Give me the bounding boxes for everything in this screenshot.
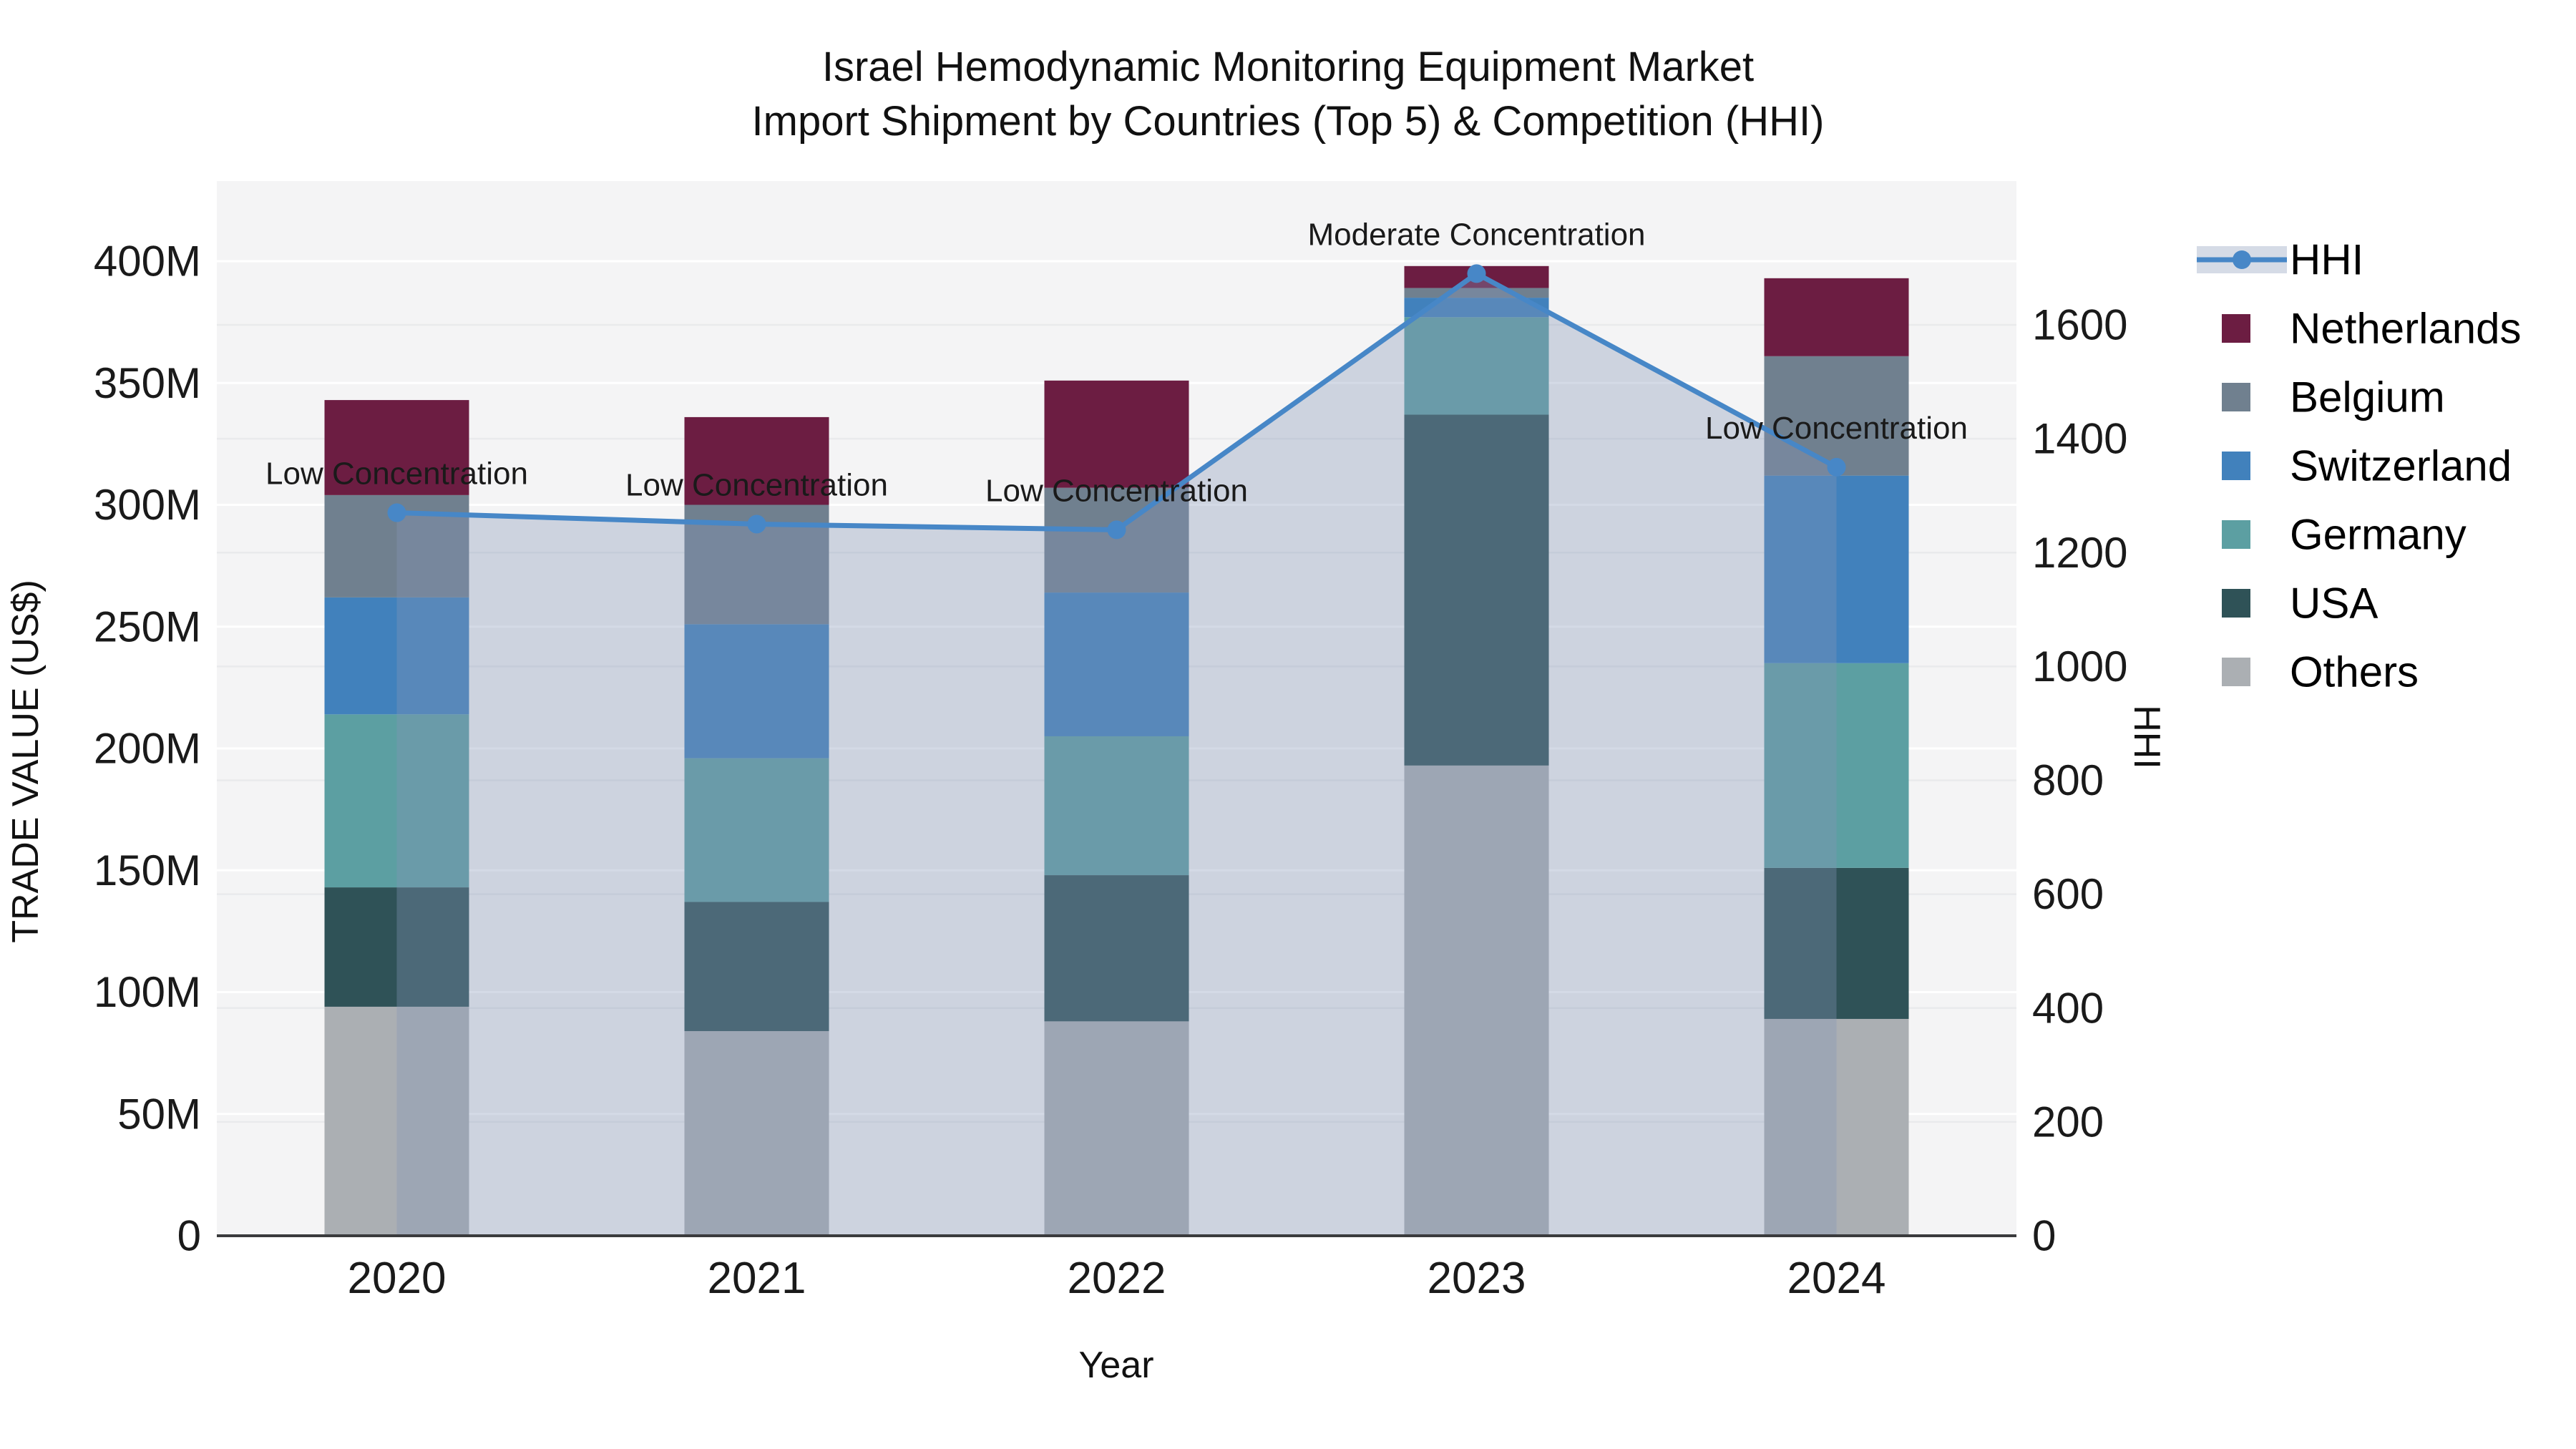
- bar-segment-switzerland: [324, 597, 469, 715]
- right-tick-label: 800: [2032, 756, 2104, 804]
- right-tick-label: 1000: [2032, 643, 2127, 691]
- hhi-marker: [1827, 457, 1846, 477]
- bar-segment-germany: [1404, 317, 1549, 415]
- chart-title: Israel Hemodynamic Monitoring Equipment …: [0, 40, 2576, 149]
- right-tick-label: 200: [2032, 1098, 2104, 1146]
- hhi-area-fill: [396, 273, 1837, 1236]
- bar-segment-belgium: [1044, 487, 1189, 593]
- legend-swatch: [2222, 383, 2250, 411]
- left-tick-label: 0: [177, 1212, 201, 1260]
- right-tick-label: 1400: [2032, 415, 2127, 463]
- bar-segment-switzerland: [684, 624, 829, 758]
- x-tick-label: 2024: [1787, 1254, 1886, 1303]
- bar-segment-germany: [324, 714, 469, 888]
- right-tick-label: 600: [2032, 870, 2104, 918]
- legend-label: Switzerland: [2290, 442, 2512, 490]
- bar-segment-others: [684, 1030, 829, 1236]
- annotation-2023: Moderate Concentration: [1307, 217, 1645, 252]
- legend-swatch: [2222, 520, 2250, 549]
- legend-label: Netherlands: [2290, 305, 2522, 353]
- left-tick-labels: 0 50M 100M 150M 200M 250M 300M 350M 400M: [94, 238, 201, 1260]
- bar-segment-belgium: [1764, 356, 1909, 476]
- bar-segment-switzerland: [1044, 592, 1189, 736]
- annotations-group: Low Concentration Low Concentration Low Co…: [265, 217, 1968, 508]
- bar-segment-germany: [1044, 736, 1189, 876]
- left-tick-label: 350M: [94, 359, 201, 407]
- legend-swatch: [2222, 658, 2250, 686]
- legend-item-others: Others: [2222, 648, 2419, 696]
- bar-segment-usa: [1044, 875, 1189, 1022]
- hhi-marker: [1107, 520, 1126, 540]
- x-axis-title: Year: [1078, 1345, 1154, 1386]
- bar-segment-germany: [684, 758, 829, 902]
- legend-hhi-marker: [2233, 250, 2251, 269]
- bar-segment-others: [1404, 765, 1549, 1236]
- bar-2024: [1764, 278, 1909, 1236]
- right-tick-label: 1200: [2032, 529, 2127, 577]
- bar-segment-germany: [1764, 663, 1909, 868]
- bar-2022: [1044, 380, 1189, 1236]
- legend-swatch: [2222, 314, 2250, 343]
- chart-title-line1: Israel Hemodynamic Monitoring Equipment …: [821, 44, 1755, 90]
- bar-segment-switzerland: [1764, 475, 1909, 663]
- hhi-markers: [387, 264, 1846, 540]
- right-tick-label: 400: [2032, 984, 2104, 1032]
- left-tick-label: 150M: [94, 847, 201, 894]
- right-tick-label: 0: [2032, 1212, 2056, 1260]
- bar-segment-usa: [684, 902, 829, 1031]
- x-tick-label: 2020: [348, 1254, 447, 1303]
- bar-segment-netherlands: [324, 400, 469, 495]
- left-tick-label: 250M: [94, 602, 201, 650]
- left-tick-label: 100M: [94, 968, 201, 1016]
- legend: HHI Netherlands Belgium Switzerland Germany U…: [2197, 236, 2522, 696]
- left-tick-label: 200M: [94, 725, 201, 773]
- legend-label: Others: [2290, 648, 2419, 696]
- legend-label: Germany: [2290, 511, 2467, 559]
- x-tick-label: 2021: [708, 1254, 806, 1303]
- hhi-marker: [387, 503, 406, 522]
- legend-item-germany: Germany: [2222, 511, 2467, 559]
- legend-swatch: [2222, 589, 2250, 618]
- chart-title-line2: Import Shipment by Countries (Top 5) & C…: [751, 98, 1825, 145]
- hhi-marker: [747, 514, 766, 534]
- annotation-2020: Low Concentration: [265, 457, 528, 492]
- legend-item-netherlands: Netherlands: [2222, 305, 2522, 353]
- bar-segment-usa: [1764, 867, 1909, 1019]
- x-tick-labels: 2020 2021 2022 2023 2024: [348, 1254, 1886, 1303]
- left-tick-label: 300M: [94, 481, 201, 529]
- bar-segment-netherlands: [684, 416, 829, 505]
- legend-label: USA: [2290, 580, 2378, 628]
- bar-segment-usa: [1404, 414, 1549, 766]
- hhi-marker: [1467, 264, 1486, 283]
- annotation-2021: Low Concentration: [625, 467, 888, 502]
- legend-item-usa: USA: [2222, 580, 2378, 628]
- bar-segment-others: [1764, 1018, 1909, 1236]
- bar-segment-netherlands: [1044, 380, 1189, 488]
- bar-segment-others: [1044, 1021, 1189, 1236]
- annotation-2024: Low Concentration: [1705, 411, 1968, 446]
- legend-swatch: [2222, 452, 2250, 480]
- right-tick-label: 1600: [2032, 301, 2127, 349]
- bar-segment-netherlands: [1764, 278, 1909, 356]
- bar-segment-others: [324, 1006, 469, 1236]
- annotation-2022: Low Concentration: [985, 473, 1248, 508]
- bar-segment-usa: [324, 887, 469, 1007]
- legend-item-hhi: HHI: [2197, 236, 2363, 284]
- legend-item-belgium: Belgium: [2222, 374, 2445, 421]
- x-tick-label: 2023: [1428, 1254, 1526, 1303]
- legend-label: HHI: [2290, 236, 2363, 284]
- x-tick-label: 2022: [1068, 1254, 1166, 1303]
- left-tick-label: 400M: [94, 238, 201, 286]
- legend-label: Belgium: [2290, 374, 2445, 421]
- left-tick-label: 50M: [117, 1090, 201, 1138]
- right-tick-labels: 0 200 400 600 800 1000 1200 1400 1600: [2032, 301, 2127, 1260]
- legend-item-switzerland: Switzerland: [2222, 442, 2512, 490]
- bar-2020: [324, 400, 469, 1236]
